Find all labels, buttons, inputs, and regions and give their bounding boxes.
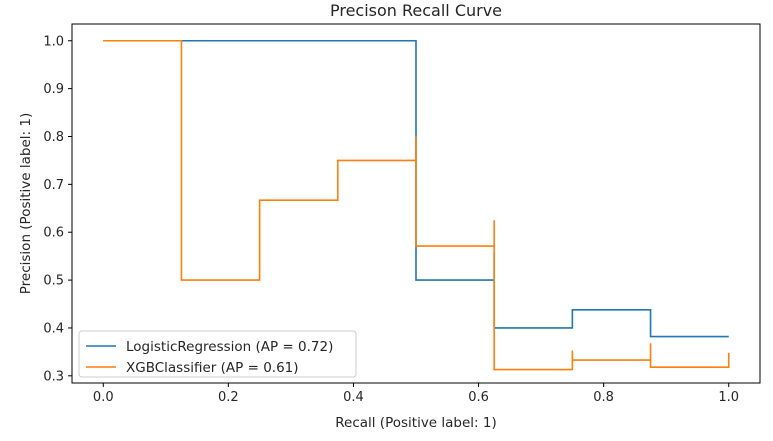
legend-label-2: XGBClassifier (AP = 0.61) (126, 360, 299, 376)
legend-box (78, 330, 357, 378)
y-tick-label: 0.8 (43, 130, 64, 145)
legend: LogisticRegression (AP = 0.72) XGBClassif… (78, 330, 357, 378)
y-tick-label: 0.7 (43, 178, 64, 193)
chart-title: Precison Recall Curve (330, 1, 502, 20)
x-tick-label: 0.0 (93, 390, 114, 405)
y-tick-label: 0.9 (43, 82, 64, 97)
plot-area (103, 39, 730, 371)
x-tick-label: 0.6 (468, 390, 489, 405)
plot-frame (71, 23, 761, 384)
x-tick-label: 0.2 (218, 390, 239, 405)
series-line-2 (103, 39, 730, 371)
y-tick-label: 0.4 (43, 321, 64, 336)
x-tick-label: 1.0 (718, 390, 739, 405)
y-tick-label: 0.6 (43, 226, 64, 241)
x-axis-label: Recall (Positive label: 1) (335, 415, 497, 431)
ticks-layer: 0.0 0.2 0.4 0.6 0.8 1.0 0.3 0.4 0.5 0.6 0.7 0.8 0.9 1… (43, 34, 739, 405)
y-tick-label: 0.3 (43, 369, 64, 384)
y-tick-label: 0.5 (43, 274, 64, 289)
x-tick-label: 0.8 (593, 390, 614, 405)
legend-label-1: LogisticRegression (AP = 0.72) (126, 339, 333, 355)
y-tick-label: 1.0 (43, 34, 64, 49)
x-tick-label: 0.4 (343, 390, 364, 405)
y-axis-label: Precision (Positive label: 1) (18, 113, 34, 294)
